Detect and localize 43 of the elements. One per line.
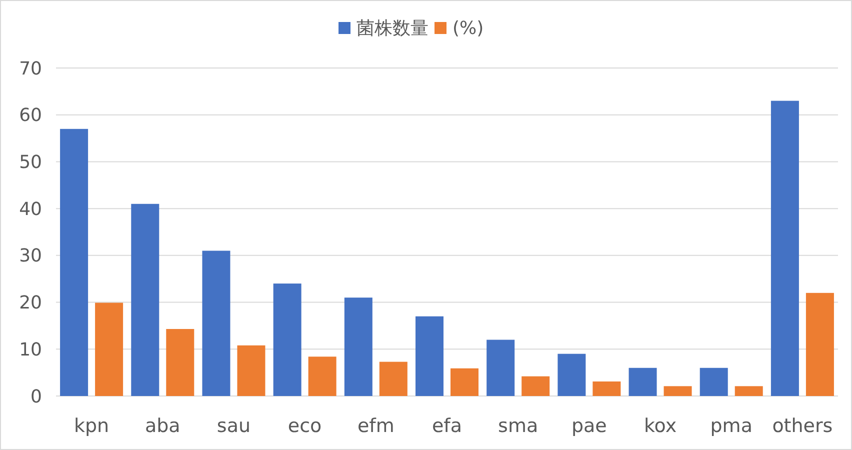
y-tick-label: 20 — [19, 292, 42, 314]
y-tick-label: 40 — [19, 198, 42, 220]
x-tick-label: efa — [432, 415, 462, 437]
bar — [308, 356, 336, 396]
x-tick-label: others — [772, 415, 833, 437]
bar — [202, 250, 230, 396]
y-tick-label: 60 — [19, 105, 42, 126]
bar — [60, 128, 88, 396]
x-tick-label: sma — [498, 415, 538, 437]
bar — [237, 345, 266, 396]
y-tick-label: 0 — [30, 386, 42, 408]
bar — [700, 368, 728, 396]
x-tick-label: eco — [288, 415, 322, 437]
x-tick-label: kpn — [74, 415, 110, 437]
bar — [379, 362, 408, 396]
bar — [166, 328, 194, 396]
x-tick-label: kox — [644, 415, 677, 437]
x-tick-label: efm — [357, 415, 394, 437]
bar — [486, 340, 515, 396]
bar — [806, 292, 834, 396]
y-tick-label: 10 — [19, 339, 42, 360]
bar — [95, 302, 124, 396]
x-tick-label: pma — [710, 415, 752, 437]
bar — [558, 354, 586, 396]
x-tick-label: aba — [144, 415, 180, 437]
bar — [628, 368, 657, 396]
bar — [416, 316, 444, 396]
y-tick-label: 50 — [19, 152, 42, 174]
bar — [734, 386, 763, 396]
bar — [344, 298, 372, 396]
y-tick-label: 70 — [19, 58, 42, 80]
bar — [522, 376, 550, 396]
y-tick-label: 30 — [19, 246, 42, 267]
legend-label: 菌株数量 — [356, 18, 428, 39]
legend-label: (%) — [452, 18, 484, 39]
bar — [770, 100, 799, 396]
bar — [592, 381, 621, 396]
bar — [273, 284, 302, 396]
x-tick-label: sau — [216, 415, 251, 437]
bar — [664, 386, 692, 396]
bar — [131, 204, 160, 396]
bar — [450, 368, 478, 396]
x-tick-label: pae — [571, 415, 607, 437]
